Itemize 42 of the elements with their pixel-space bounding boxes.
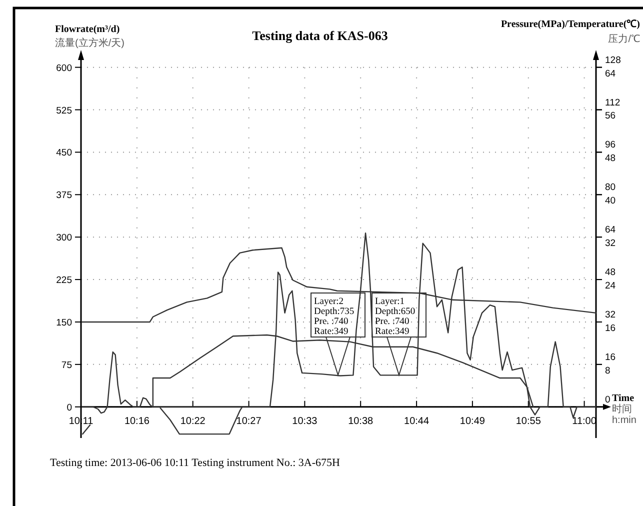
text: Testing time: 2013-06-06 10:11 Testing instrument No.: 3A-675H <box>50 457 340 469</box>
y3-tick-label: 32 <box>605 238 616 250</box>
y3-tick-label: 24 <box>605 280 616 292</box>
annotation: Layer:2 Depth:735 Pre. :740 Rate:349 <box>314 297 354 337</box>
y3-tick-label: 64 <box>605 68 616 80</box>
y2-tick-label: 32 <box>605 309 616 320</box>
y2-tick-label: 80 <box>605 182 616 194</box>
y-tick-label: 225 <box>56 275 72 286</box>
annotation: Layer:1 Depth:650 Pre. :740 Rate:349 <box>375 297 416 337</box>
y3-tick-label: 8 <box>605 365 610 376</box>
x-tick-label: 10:44 <box>404 416 430 427</box>
chart-title: Testing data of KAS-063 <box>252 28 388 43</box>
x-tick-label: 10:27 <box>236 416 262 427</box>
y3-tick-label: 40 <box>605 196 616 207</box>
x-tick-label: 10:16 <box>124 416 150 427</box>
x-tick-label: 10:55 <box>516 416 542 427</box>
y2-tick-label: 16 <box>605 352 616 363</box>
y2-tick-label: 112 <box>605 97 620 108</box>
y2-tick-label: 64 <box>605 224 616 236</box>
x-tick-label: 10:49 <box>460 416 486 427</box>
y3-tick-label: 56 <box>605 110 616 122</box>
y2-tick-label: 96 <box>605 140 616 151</box>
y2-tick-label: 128 <box>605 54 621 66</box>
y-axis-title: Flowrate(m³/d) 流量(立方米/天) <box>55 24 124 49</box>
x-axis-title: Time 时间 h:min <box>612 392 636 426</box>
y2-tick-label: 48 <box>605 267 616 278</box>
y2-tick-label: 0 <box>605 394 610 406</box>
y-tick-label: 525 <box>56 105 72 116</box>
x-tick-label: 11:00 <box>572 416 597 427</box>
y3-tick-label: 48 <box>605 153 616 164</box>
x-tick-label: 10:38 <box>348 416 374 427</box>
y-tick-label: 375 <box>56 190 72 202</box>
y-tick-label: 300 <box>56 232 72 244</box>
y-tick-label: 450 <box>56 148 72 159</box>
y2-axis-title: Pressure(MPa)/Temperature(℃) 压力/℃ <box>500 19 640 45</box>
y3-tick-label: 16 <box>605 322 616 334</box>
x-tick-label: 10:33 <box>292 416 318 427</box>
y-tick-label: 600 <box>56 62 72 74</box>
y-tick-label: 75 <box>61 360 72 371</box>
y-tick-label: 0 <box>66 402 72 414</box>
x-tick-label: 10:22 <box>180 416 206 427</box>
y-tick-label: 150 <box>56 317 72 328</box>
